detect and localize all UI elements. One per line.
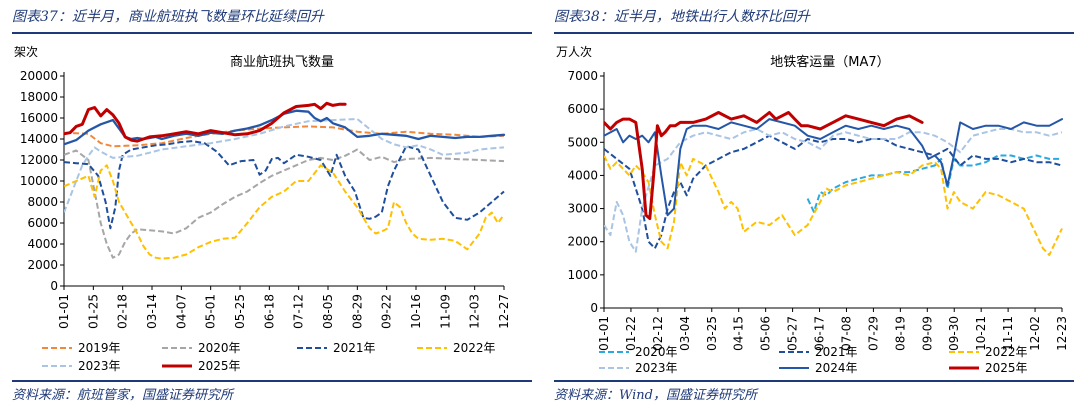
x-tick-label: 02-18 [116,294,130,329]
x-tick-label: 03-25 [705,316,719,351]
y-tick-label: 10000 [20,174,58,188]
y-axis-label: 万人次 [556,45,592,59]
y-tick-label: 14000 [20,132,58,146]
y-tick-label: 1000 [567,268,598,282]
series-line-2023年 [604,128,1063,253]
y-tick-label: 4000 [567,168,598,182]
y-tick-label: 0 [590,301,598,315]
x-tick-label: 12-23 [1055,316,1069,351]
legend-label: 2020年 [198,341,241,355]
x-tick-label: 04-07 [174,294,188,329]
chart-title: 地铁客运量（MA7） [770,54,889,70]
x-tick-label: 12-27 [497,294,511,329]
x-tick-label: 04-15 [732,316,746,351]
series-line-2020年 [806,154,1062,213]
x-tick-label: 11-11 [1001,316,1015,351]
x-tick-label: 08-29 [350,294,364,329]
figure-title: 图表38：近半月，地铁出行人数环比回升 [554,9,810,25]
source-note: 资料来源：航班管家，国盛证券研究所 [12,388,234,403]
y-axis-label: 架次 [14,45,38,59]
panel-metro: 图表38：近半月，地铁出行人数环比回升 万人次地铁客运量（MA7） 0 1000 20… [554,0,1074,406]
legend-label: 2022年 [985,345,1028,359]
x-tick-label: 07-08 [839,316,853,351]
series-line-2023年 [64,118,505,213]
x-tick-label: 12-03 [468,294,482,329]
title-rule [554,32,1074,34]
title-rule [12,32,532,34]
x-tick-label: 07-29 [866,316,880,351]
y-tick-label: 6000 [567,102,598,116]
x-tick-label: 05-25 [233,294,247,329]
y-tick-label: 2000 [27,258,58,272]
x-tick-label: 08-19 [893,316,907,351]
series-line-2025年 [604,111,924,220]
x-tick-label: 12-02 [1028,316,1042,351]
x-tick-label: 06-17 [813,316,827,351]
x-tick-label: 05-27 [786,316,800,351]
legend-label: 2025年 [985,361,1028,375]
y-tick-label: 4000 [27,237,58,251]
y-tick-label: 6000 [27,216,58,230]
legend-label: 2021年 [815,345,858,359]
x-tick-label: 09-22 [380,294,394,329]
panel-flights: 图表37：近半月，商业航班执飞数量环比延续回升 架次商业航班执飞数量 0 2000 4… [12,0,532,406]
legend-label: 2023年 [78,359,121,373]
x-tick-label: 10-21 [974,316,988,351]
y-tick-label: 12000 [20,153,58,167]
y-tick-label: 2000 [567,235,598,249]
y-tick-label: 8000 [27,195,58,209]
series-line-2025年 [64,101,347,143]
x-tick-label: 01-22 [624,316,638,351]
y-tick-label: 18000 [20,90,58,104]
x-tick-label: 03-04 [678,316,692,351]
x-tick-label: 07-12 [292,294,306,329]
x-tick-label: 08-05 [321,294,335,329]
series-line-2019年 [64,125,505,148]
series-line-2022年 [604,155,1063,256]
y-tick-label: 3000 [567,202,598,216]
y-tick-label: 20000 [20,69,58,83]
source-note: 资料来源：Wind，国盛证券研究所 [554,388,757,403]
x-tick-label: 11-09 [438,294,452,329]
legend-label: 2020年 [635,345,678,359]
legend-label: 2025年 [198,359,241,373]
series-line-2021年 [604,134,1063,250]
x-tick-label: 05-06 [759,316,773,351]
y-tick-label: 7000 [567,69,598,83]
x-tick-label: 05-01 [204,294,218,329]
y-tick-label: 0 [50,279,58,293]
chart-title: 商业航班执飞数量 [230,54,334,70]
x-tick-label: 09-09 [920,316,934,351]
legend-label: 2024年 [815,361,858,375]
x-tick-label: 09-30 [947,316,961,351]
y-tick-label: 16000 [20,111,58,125]
y-tick-label: 5000 [567,135,598,149]
legend-label: 2022年 [453,341,496,355]
legend-label: 2021年 [333,341,376,355]
x-tick-label: 01-01 [57,294,71,329]
series-line-2024年 [604,118,1063,217]
series-line-2020年 [64,148,505,259]
figure-title: 图表37：近半月，商业航班执飞数量环比延续回升 [12,9,324,25]
series-line-2022年 [64,164,505,260]
legend-label: 2019年 [78,341,121,355]
legend-label: 2023年 [635,361,678,375]
source-rule [12,380,532,382]
series-line-2021年 [64,140,505,230]
x-tick-label: 10-16 [409,294,423,329]
source-rule [554,380,1074,382]
x-tick-label: 03-14 [145,294,159,329]
x-tick-label: 01-01 [597,316,611,351]
x-tick-label: 02-12 [651,316,665,351]
x-tick-label: 01-25 [86,294,100,329]
x-tick-label: 06-18 [262,294,276,329]
